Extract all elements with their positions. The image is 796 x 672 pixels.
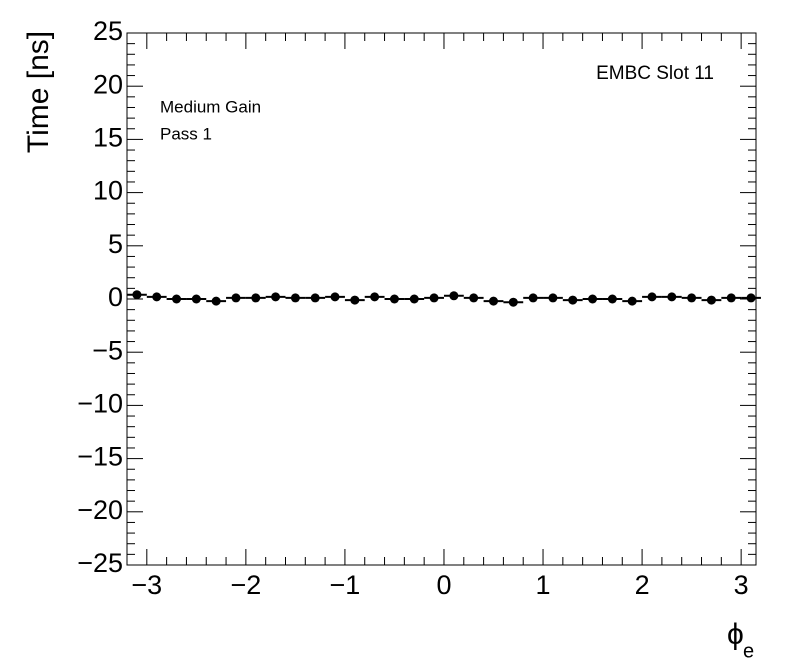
data-point [627, 296, 637, 306]
y-tick-label: 20 [93, 69, 123, 99]
x-tick-label: −1 [330, 570, 361, 600]
data-point [647, 292, 657, 302]
data-point [350, 295, 360, 305]
data-point [548, 293, 558, 303]
data-point [726, 293, 736, 303]
data-point [172, 294, 182, 304]
data-point [528, 293, 538, 303]
data-point [607, 294, 617, 304]
data-point [310, 293, 320, 303]
data-point [568, 295, 578, 305]
data-point [290, 293, 300, 303]
y-tick-label: 0 [108, 282, 123, 312]
data-point [132, 290, 142, 300]
x-tick-label: 3 [734, 570, 749, 600]
data-point [271, 292, 281, 302]
data-point [211, 296, 221, 306]
x-tick-label: 1 [536, 570, 551, 600]
data-point [449, 291, 459, 301]
x-tick-label: −2 [230, 570, 261, 600]
y-tick-label: 15 [93, 123, 123, 153]
data-point [469, 293, 479, 303]
data-point [508, 297, 518, 307]
y-tick-label: 10 [93, 176, 123, 206]
x-tick-label: 0 [436, 570, 451, 600]
y-axis-label: Time [ns] [22, 31, 55, 153]
y-tick-label: −25 [77, 548, 123, 578]
y-tick-label: −15 [77, 442, 123, 472]
data-point [191, 294, 201, 304]
x-axis-label-subscript: e [743, 640, 754, 662]
annotation: Medium Gain [160, 97, 261, 116]
data-point [389, 294, 399, 304]
data-point [370, 292, 380, 302]
data-point [330, 292, 340, 302]
y-tick-label: −20 [77, 495, 123, 525]
annotation: Pass 1 [160, 124, 212, 143]
data-point [706, 295, 716, 305]
data-point [231, 293, 241, 303]
y-tick-label: −10 [77, 389, 123, 419]
y-tick-label: 25 [93, 16, 123, 46]
y-tick-label: 5 [108, 229, 123, 259]
x-axis-label: ϕ [727, 618, 744, 651]
data-point [489, 296, 499, 306]
data-point [152, 292, 162, 302]
annotation: EMBC Slot 11 [596, 63, 714, 84]
data-point [409, 294, 419, 304]
x-tick-label: −3 [131, 570, 162, 600]
y-tick-label: −5 [92, 335, 123, 365]
data-point [667, 292, 677, 302]
data-point [687, 293, 697, 303]
data-point [588, 294, 598, 304]
x-tick-label: 2 [635, 570, 650, 600]
data-point [746, 293, 756, 303]
data-point [251, 293, 261, 303]
data-point [429, 293, 439, 303]
